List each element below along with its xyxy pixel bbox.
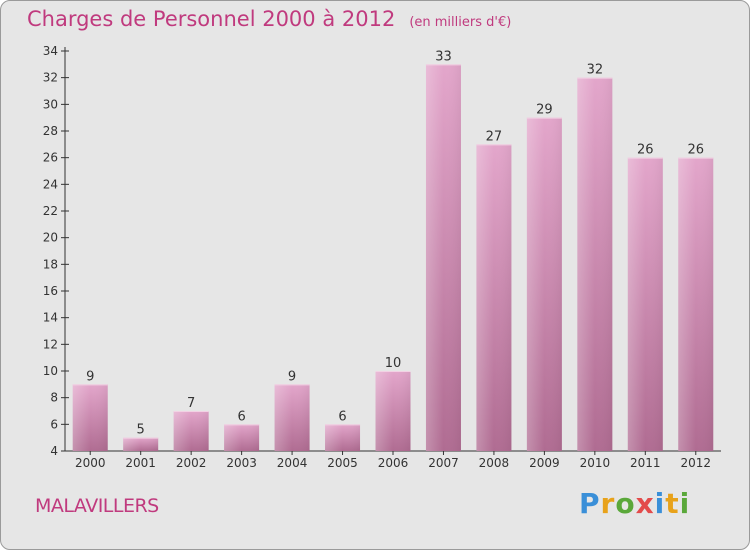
bar-shine: [627, 157, 663, 451]
x-tick-label: 2008: [479, 456, 510, 470]
bar-shine: [678, 157, 714, 451]
y-tick-label: 28: [43, 124, 58, 138]
y-tick-label: 12: [43, 337, 58, 351]
y-tick-label: 8: [50, 391, 58, 405]
bar-value-label: 5: [137, 423, 145, 438]
x-tick-label: 2001: [125, 456, 156, 470]
chart-title-text: Charges de Personnel 2000 à 2012: [27, 7, 396, 31]
logo-letter: o: [615, 487, 636, 520]
bar-value-label: 6: [338, 409, 346, 424]
bar-shine: [526, 117, 562, 452]
bar-value-label: 26: [687, 143, 704, 158]
bar-shine: [72, 384, 108, 451]
bar-value-label: 27: [486, 129, 503, 144]
y-tick-label: 26: [43, 151, 58, 165]
bar-shine: [274, 384, 310, 451]
x-tick-label: 2007: [428, 456, 459, 470]
axes: 4 6 8 10 12 14 16 18 20 22 24 26 28 30 32 34: [43, 44, 721, 458]
y-tick-label: 4: [50, 444, 58, 458]
y-tick-label: 6: [50, 417, 58, 431]
x-tick-label: 2010: [580, 456, 611, 470]
y-tick-label: 10: [43, 364, 58, 378]
labels: 2000 9 2001 5 2002 7 2003 6 2004 9 2005 6 2006 10 2007…: [75, 49, 711, 470]
bar-value-label: 6: [237, 409, 245, 424]
commune-name: MALAVILLERS: [35, 495, 159, 517]
x-tick-label: 2009: [529, 456, 560, 470]
x-tick-label: 2002: [176, 456, 207, 470]
chart-subtitle: (en milliers d'€): [409, 15, 512, 30]
y-tick-label: 24: [43, 177, 58, 191]
logo-letter: P: [579, 487, 601, 520]
x-tick-label: 2012: [680, 456, 711, 470]
bar-shine: [476, 144, 512, 452]
bar-value-label: 10: [385, 356, 402, 371]
y-tick-label: 14: [43, 311, 58, 325]
x-tick-label: 2000: [75, 456, 106, 470]
bar-shine: [224, 424, 260, 451]
x-tick-label: 2005: [327, 456, 358, 470]
x-tick-label: 2003: [226, 456, 257, 470]
bar-shine: [173, 411, 209, 451]
logo-letter: r: [600, 487, 616, 520]
x-tick-label: 2006: [378, 456, 409, 470]
bar-shine: [325, 424, 361, 451]
logo-letter: i: [654, 487, 666, 520]
bar-value-label: 7: [187, 396, 195, 411]
logo-letter: i: [679, 487, 691, 520]
y-tick-label: 16: [43, 284, 58, 298]
bar-shine: [375, 371, 411, 451]
y-tick-label: 22: [43, 204, 58, 218]
bar-value-label: 9: [288, 369, 296, 384]
bar-value-label: 9: [86, 369, 94, 384]
bar-value-label: 26: [637, 143, 654, 158]
y-tick-label: 18: [43, 257, 58, 271]
bar-shine: [425, 64, 461, 452]
bar-shine: [123, 437, 159, 451]
chart-title: Charges de Personnel 2000 à 2012 (en mill…: [27, 7, 511, 31]
x-tick-label: 2004: [277, 456, 308, 470]
logo-letter: t: [665, 487, 680, 520]
y-tick-label: 32: [43, 71, 58, 85]
bar-value-label: 29: [536, 103, 553, 118]
bars: [72, 64, 714, 452]
bar-shine: [577, 77, 613, 452]
proxiti-logo: Proxiti: [579, 487, 690, 520]
y-tick-label: 30: [43, 97, 58, 111]
bar-value-label: 33: [435, 49, 452, 64]
logo-letter: x: [635, 487, 655, 520]
bar-value-label: 32: [587, 63, 604, 78]
y-tick-label: 34: [43, 44, 58, 58]
y-tick-label: 20: [43, 231, 58, 245]
x-tick-label: 2011: [630, 456, 661, 470]
